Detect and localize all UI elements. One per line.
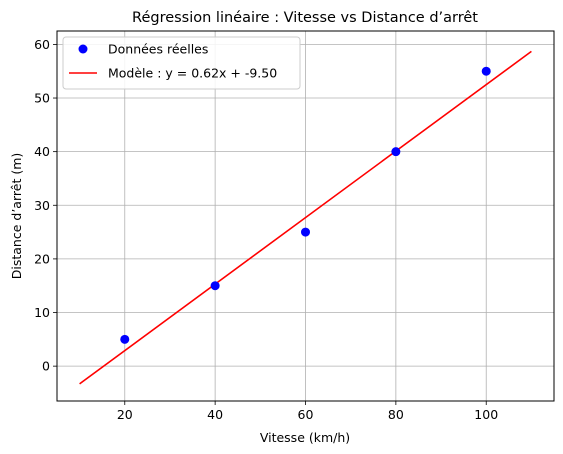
x-tick-label: 80 (388, 407, 404, 422)
x-tick-label: 40 (207, 407, 223, 422)
y-tick-label: 30 (34, 198, 50, 213)
data-point (210, 281, 220, 291)
y-tick-label: 10 (34, 305, 50, 320)
y-tick-label: 0 (42, 359, 50, 374)
x-axis: 20 40 60 80 100 (117, 401, 498, 422)
data-point (301, 227, 310, 237)
x-tick-label: 20 (117, 407, 133, 422)
regression-line (79, 50, 532, 385)
y-tick-label: 50 (34, 91, 50, 106)
grid (57, 31, 554, 401)
x-tick-label: 100 (474, 407, 498, 422)
data-point (120, 334, 130, 344)
x-axis-label: Vitesse (km/h) (260, 430, 350, 445)
legend-label-line: Modèle : y = 0.62x + -9.50 (108, 66, 277, 81)
data-point (481, 66, 491, 76)
y-tick-label: 20 (34, 251, 50, 266)
y-tick-label: 40 (34, 144, 50, 159)
regression-line-series (79, 50, 532, 385)
chart-title: Régression linéaire : Vitesse vs Distanc… (132, 10, 478, 26)
x-tick-label: 60 (298, 407, 314, 422)
legend: Données réelles Modèle : y = 0.62x + -9.… (62, 36, 301, 90)
legend-box (62, 36, 301, 90)
y-axis-label: Distance d’arrêt (m) (9, 153, 24, 279)
data-point (391, 147, 401, 157)
y-axis: 0 10 20 30 40 50 60 (34, 37, 57, 374)
scatter-series (120, 66, 491, 344)
legend-label-scatter: Données réelles (108, 42, 208, 57)
y-tick-label: 60 (34, 37, 50, 52)
legend-marker-scatter (78, 44, 88, 54)
